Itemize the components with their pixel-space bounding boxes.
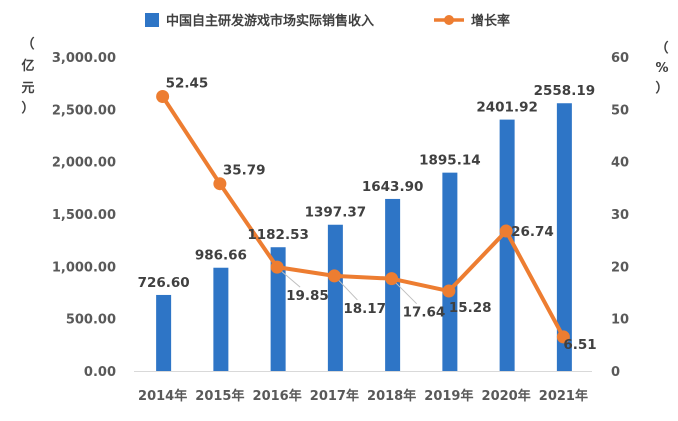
x-tick-label: 2016年 (253, 388, 302, 404)
line-data-labels: 52.45 35.79 19.85 18.17 17.64 15.28 26.74 6.51 (166, 76, 597, 353)
left-tick-label: 2,500.00 (52, 103, 116, 118)
line-data-label: 19.85 (286, 288, 329, 304)
line-data-label: 15.28 (449, 300, 492, 316)
legend-bar-label: 中国自主研发游戏市场实际销售收入 (166, 13, 374, 29)
bar-series (156, 103, 572, 372)
left-axis-unit: （ 亿元 ） (21, 36, 34, 116)
bar-data-label: 2401.92 (476, 100, 538, 116)
legend-line-label: 增长率 (471, 13, 510, 29)
line-data-label: 52.45 (166, 76, 209, 92)
growth-line (160, 95, 566, 338)
growth-point (499, 224, 513, 238)
left-axis-unit-glyph: （ (21, 36, 34, 52)
growth-point (270, 260, 284, 274)
x-tick-label: 2018年 (367, 388, 416, 404)
bar-data-label: 2558.19 (534, 83, 596, 99)
label-leader-line (279, 269, 301, 288)
x-tick-label: 2021年 (539, 388, 588, 404)
left-axis-unit-glyph: 亿 (21, 58, 34, 74)
legend-bar-swatch (145, 13, 159, 27)
label-leader-line (394, 281, 417, 305)
bar (270, 247, 286, 371)
line-data-label: 26.74 (511, 224, 554, 240)
bar (442, 172, 458, 371)
growth-line-series (156, 90, 570, 344)
right-tick-label: 10 (611, 313, 629, 328)
bar-data-label: 1397.37 (305, 205, 367, 221)
left-tick-label: 3,000.00 (52, 51, 116, 66)
growth-point (556, 330, 570, 344)
right-tick-label: 40 (611, 156, 629, 171)
left-tick-label: 2,000.00 (52, 156, 116, 171)
bar (556, 103, 572, 371)
line-data-label: 18.17 (343, 301, 386, 317)
left-axis-unit-glyph: 元 (21, 81, 34, 96)
x-axis-ticks: 2014年 2015年 2016年 2017年 2018年 2019年 2020年 2021年 (138, 388, 588, 404)
right-tick-label: 60 (611, 51, 629, 66)
right-tick-label: 20 (611, 260, 629, 275)
bar-data-label: 1895.14 (419, 153, 481, 169)
left-axis-unit-glyph: ） (21, 100, 34, 116)
x-tick-label: 2015年 (195, 388, 244, 404)
bar (499, 119, 515, 372)
bar-data-label: 726.60 (138, 275, 190, 291)
bar-data-label: 1643.90 (362, 179, 424, 195)
right-axis-ticks: 0 10 20 30 40 50 60 (611, 51, 629, 380)
growth-point (442, 284, 456, 298)
x-tick-label: 2014年 (138, 388, 187, 404)
right-tick-label: 50 (611, 103, 629, 118)
x-tick-label: 2020年 (482, 388, 531, 404)
growth-point (385, 272, 399, 286)
legend-line-marker (444, 15, 454, 25)
bar-data-label: 1182.53 (247, 227, 309, 243)
label-leader-line (337, 278, 358, 301)
right-axis-unit-glyph: % (655, 61, 668, 76)
right-axis-unit-glyph: ） (655, 80, 668, 96)
line-data-label: 6.51 (563, 337, 596, 353)
line-data-label: 35.79 (223, 163, 266, 179)
right-axis-unit: （% ） (655, 40, 668, 96)
bar (213, 267, 229, 371)
left-tick-label: 500.00 (66, 313, 116, 328)
bar-data-label: 986.66 (195, 248, 247, 264)
right-axis-unit-glyph: （ (655, 40, 668, 56)
line-data-label: 17.64 (403, 305, 446, 321)
bar (327, 224, 343, 371)
right-tick-label: 30 (611, 208, 629, 223)
growth-point (156, 90, 170, 104)
left-tick-label: 1,500.00 (52, 208, 116, 223)
label-leader-lines (279, 269, 417, 305)
left-axis-ticks: 0.00 500.00 1,000.00 1,500.00 2,000.00 2,500.… (52, 51, 116, 380)
growth-point (213, 177, 227, 191)
left-tick-label: 0.00 (84, 365, 116, 380)
bar (156, 294, 172, 371)
left-tick-label: 1,000.00 (52, 260, 116, 275)
x-tick-label: 2019年 (424, 388, 473, 404)
legend: 中国自主研发游戏市场实际销售收入 增长率 (145, 13, 510, 29)
x-tick-label: 2017年 (310, 388, 359, 404)
right-tick-label: 0 (611, 365, 620, 380)
growth-point (327, 269, 341, 283)
